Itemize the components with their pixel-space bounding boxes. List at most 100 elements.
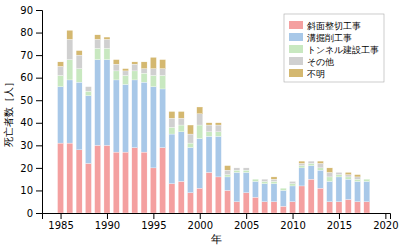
bar xyxy=(113,71,119,80)
bar xyxy=(327,202,333,213)
bar xyxy=(243,168,249,170)
bar xyxy=(206,132,212,137)
bar xyxy=(178,118,184,125)
bar xyxy=(169,112,175,119)
bar xyxy=(197,114,203,125)
tick-mark xyxy=(293,213,294,219)
bar xyxy=(299,163,305,165)
bar xyxy=(271,181,277,183)
bar xyxy=(355,179,361,181)
bar xyxy=(345,175,351,177)
bar xyxy=(67,30,73,39)
bar xyxy=(178,132,184,182)
bar xyxy=(327,168,333,173)
bar xyxy=(271,202,277,213)
bar xyxy=(364,179,370,180)
bar xyxy=(336,172,342,174)
bar xyxy=(67,143,73,213)
bar xyxy=(67,39,73,59)
tick-label: 1985 xyxy=(48,220,73,231)
bar xyxy=(225,177,231,191)
bar xyxy=(234,202,240,213)
legend-label: 不明 xyxy=(307,69,325,79)
bar xyxy=(308,179,314,213)
bar xyxy=(85,91,91,96)
bar xyxy=(169,184,175,213)
tick: 2015 xyxy=(327,213,352,231)
bar xyxy=(187,134,193,143)
bar xyxy=(308,161,314,162)
bar xyxy=(243,170,249,172)
bar xyxy=(234,170,240,172)
bar xyxy=(160,75,166,89)
bar xyxy=(76,82,82,150)
bar xyxy=(364,179,370,180)
bar xyxy=(76,69,82,83)
bar xyxy=(104,48,110,59)
tick: 90 xyxy=(20,5,42,16)
bar xyxy=(85,163,91,213)
bar xyxy=(262,184,268,202)
bar xyxy=(280,190,286,206)
legend-swatch xyxy=(289,57,303,65)
tick-mark xyxy=(246,213,247,219)
tick-mark xyxy=(61,213,62,219)
bar xyxy=(290,202,296,213)
bar xyxy=(76,150,82,213)
legend: 斜面整切工事溝掘削工事トンネル建設工事その他不明 xyxy=(284,14,384,82)
bar xyxy=(345,199,351,213)
bar xyxy=(206,123,212,125)
tick: 40 xyxy=(20,117,42,128)
bar xyxy=(187,193,193,213)
bar xyxy=(327,177,333,182)
bar xyxy=(327,181,333,201)
bar xyxy=(123,71,129,76)
bar xyxy=(160,89,166,148)
bar xyxy=(308,166,314,180)
bar xyxy=(206,125,212,132)
tick-mark xyxy=(36,100,42,101)
bar xyxy=(206,172,212,213)
tick-mark xyxy=(36,78,42,79)
bar xyxy=(132,64,138,71)
bar xyxy=(85,86,91,87)
bar xyxy=(262,179,268,181)
tick-mark xyxy=(36,190,42,191)
bar xyxy=(141,69,147,74)
tick-label: 80 xyxy=(20,27,33,38)
tick-label: 0 xyxy=(27,208,33,219)
bar xyxy=(317,168,323,170)
tick-label: 2015 xyxy=(327,220,352,231)
bar xyxy=(299,166,305,168)
bar xyxy=(197,139,203,189)
bar xyxy=(234,167,240,168)
bar xyxy=(345,172,351,174)
legend-label: 斜面整切工事 xyxy=(307,21,361,31)
bar xyxy=(58,62,64,67)
bar xyxy=(95,35,101,40)
tick-label: 1990 xyxy=(95,220,120,231)
bar xyxy=(187,125,193,134)
bar xyxy=(234,172,240,201)
x-axis-title: 年 xyxy=(211,233,222,246)
bar xyxy=(58,87,64,143)
bar xyxy=(262,181,268,183)
tick-label: 70 xyxy=(20,50,33,61)
y-axis: 0102030405060708090 xyxy=(20,5,42,219)
bar xyxy=(317,161,323,163)
chart: 1985199019952000200520102015202001020304… xyxy=(0,0,400,247)
bar xyxy=(67,80,73,143)
bar xyxy=(234,168,240,170)
legend-label: その他 xyxy=(307,57,334,67)
tick-label: 30 xyxy=(20,140,33,151)
bar xyxy=(252,197,258,213)
legend-swatch xyxy=(289,45,303,53)
bar xyxy=(364,181,370,201)
bar xyxy=(169,127,175,134)
bar xyxy=(355,177,361,179)
bar xyxy=(243,193,249,213)
bar xyxy=(150,87,156,168)
bar xyxy=(243,167,249,168)
bar-series xyxy=(58,48,370,190)
bar xyxy=(187,143,193,148)
